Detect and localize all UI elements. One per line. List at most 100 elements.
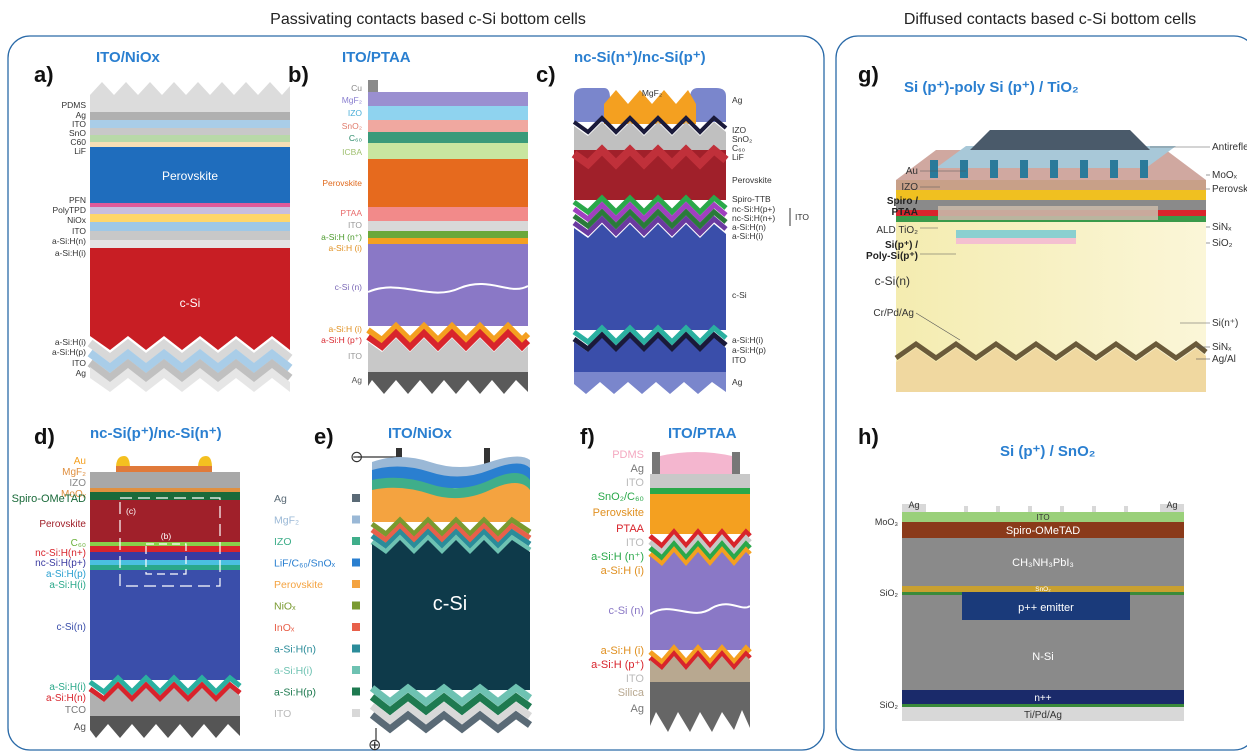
- panel-e-legend: Ag MgF₂ IZO LiF/C₆₀/SnOₓ Perovskite NiOₓ InOₓ a…: [274, 493, 360, 720]
- panel-d: d) nc-Si(p⁺)/nc-Si(n⁺) (c) (b) Au MgF₂ I…: [12, 424, 242, 738]
- panel-f-ag-contact-right: [732, 452, 740, 474]
- panel-b-label: Ag: [352, 375, 363, 385]
- panel-g-label: Si(p⁺) /: [885, 240, 918, 251]
- panel-d-letter: d): [34, 424, 55, 449]
- panel-e-title: ITO/NiOx: [388, 425, 453, 442]
- panel-a-niox-layer: [90, 214, 290, 222]
- panel-b-label: SnO₂: [342, 121, 362, 131]
- panel-h-layer-labels: ITO Spiro-OMeTAD CH₃NH₃PbI₃ SnO₂ p++ emi…: [1006, 513, 1080, 721]
- panel-b-label: ITO: [348, 351, 362, 361]
- panel-f-label: ITO: [626, 477, 645, 489]
- panel-h-layer-label: SnO₂: [1035, 586, 1051, 593]
- panel-c-label: Ag: [732, 377, 743, 387]
- panel-d-label: c-Si(n): [57, 622, 86, 633]
- panel-d-label: nc-Si:H(p+): [35, 558, 86, 569]
- panel-g-leader-lines: [915, 146, 1210, 360]
- panel-f-label: Silica: [618, 687, 645, 699]
- legend-label: IZO: [274, 536, 292, 548]
- panel-g-label: PTAA: [892, 207, 918, 218]
- panel-b-label: a-Si:H (i): [328, 243, 362, 253]
- panel-c-title: nc-Si(n⁺)/nc-Si(p⁺): [574, 49, 706, 66]
- panel-c-asip-zigzag: [572, 331, 728, 353]
- panel-b-icba-layer: [368, 143, 528, 159]
- panel-h-ag-fingers: [964, 506, 1128, 512]
- panel-d-inset-c-label: (c): [126, 506, 136, 516]
- legend-label: NiOₓ: [274, 601, 296, 613]
- legend-swatch: [352, 601, 360, 610]
- panel-a-label: a-Si:H(n): [52, 236, 86, 246]
- panel-d-spiro-layer: [90, 492, 240, 500]
- panel-f-ito-layer: [650, 474, 750, 488]
- panel-d-label: a-Si:H(i): [49, 682, 86, 693]
- panel-a-asi-zigzag: [87, 338, 293, 364]
- panel-e-plus-terminal: ⊕: [368, 737, 381, 754]
- panel-a-label: NiOx: [67, 215, 87, 225]
- panel-a-label: LiF: [74, 146, 86, 156]
- right-section-frame: [835, 35, 1247, 751]
- legend-label: MgF₂: [274, 515, 299, 527]
- left-section-frame: [7, 35, 825, 751]
- panel-g-label: Si(n⁺): [1212, 318, 1238, 329]
- panel-g-label: Au: [906, 166, 918, 177]
- panel-d-asii-layer: [90, 565, 240, 570]
- panel-a-label: ITO: [72, 119, 86, 129]
- panel-b-label: a-Si:H (p⁺): [321, 335, 362, 345]
- panel-b-break-line: [367, 283, 529, 294]
- panel-h-sio2-bottom-layer: [902, 704, 1184, 707]
- panel-h-layer-label: CH₃NH₃PbI₃: [1012, 557, 1074, 569]
- panel-a-label: PolyTPD: [52, 205, 86, 215]
- panel-d-asin-zigzag: [88, 681, 242, 703]
- panel-b-ag-bottom: [368, 372, 528, 394]
- panel-h-ag-contact-left: [902, 504, 926, 512]
- panel-f-label: ITO: [626, 537, 645, 549]
- panel-b-sno2-layer: [368, 120, 528, 132]
- panel-d-label: Au: [74, 456, 86, 467]
- panel-b-letter: b): [288, 62, 309, 87]
- panel-d-tco-layer: [90, 688, 240, 716]
- legend-swatch: [352, 515, 360, 524]
- panel-c-labels: Ag IZO SnO₂ C₆₀ LiF Perovskite Spiro-TTB…: [732, 95, 775, 387]
- panel-f-break-line: [649, 603, 751, 615]
- panel-f-label: a-Si:H (p⁺): [591, 659, 644, 671]
- panel-a-csi-layer: [90, 248, 290, 333]
- panel-h-layer-label: p++ emitter: [1018, 602, 1074, 614]
- panel-d-asip-layer: [90, 560, 240, 565]
- panel-e-letter: e): [314, 424, 334, 449]
- panel-c-label: Perovskite: [732, 175, 772, 185]
- panel-g-antireflection-foil: [970, 130, 1150, 150]
- panel-g-label: SiO₂: [1212, 238, 1233, 249]
- panel-f-ito2-zigzag: [648, 534, 752, 556]
- panel-h-side-labels: MoO₃ SiO₂ SiO₂: [875, 517, 899, 710]
- panel-b-asii-layer: [368, 238, 528, 244]
- panel-b-label: C₆₀: [349, 133, 363, 143]
- panel-c-label: a-Si:H(i): [732, 231, 763, 241]
- legend-label: Ag: [274, 493, 287, 505]
- panel-g-csi-layer: [896, 222, 1206, 362]
- legend-swatch: [352, 558, 360, 567]
- panel-b-c60-layer: [368, 132, 528, 143]
- panel-a-ito-zigzag: [87, 348, 293, 374]
- panel-b-izo-layer: [368, 106, 528, 120]
- panel-d-label: Ag: [74, 722, 86, 733]
- panel-e-perovskite-wave: [372, 483, 530, 522]
- panel-b-label: ICBA: [342, 147, 362, 157]
- panel-g-label: SiNₓ: [1212, 222, 1232, 233]
- panel-b-mgf2-layer: [368, 92, 528, 106]
- panel-a-polytpd-layer: [90, 207, 290, 214]
- panel-h-layer-label: N-Si: [1032, 651, 1053, 663]
- panel-b-label: IZO: [348, 108, 363, 118]
- panel-f-label: Ag: [631, 703, 644, 715]
- panel-a-sno-layer: [90, 128, 290, 135]
- panel-d-label: C₆₀: [71, 538, 86, 549]
- panel-b: b) ITO/PTAA Cu MgF₂ IZO SnO₂ C₆₀ ICBA Pe…: [288, 49, 531, 394]
- panel-c-spiro-zigzag: [572, 194, 728, 216]
- panel-b-cu-contact: [368, 80, 378, 100]
- panel-d-ncsip-layer: [90, 552, 240, 560]
- panel-f-label: c-Si (n): [609, 605, 644, 617]
- panel-b-asip-zigzag: [366, 328, 531, 352]
- left-section-header: Passivating contacts based c-Si bottom c…: [270, 11, 586, 28]
- right-section-header: Diffused contacts based c-Si bottom cell…: [904, 11, 1196, 28]
- panel-d-label: MgF₂: [62, 467, 86, 478]
- panel-e-asin-zigzag: [370, 528, 532, 550]
